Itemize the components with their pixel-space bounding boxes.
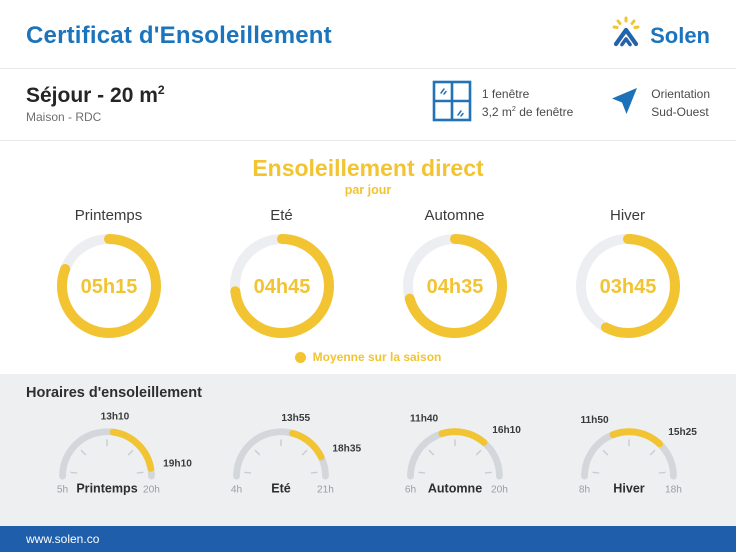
time-gauge-1: 13h10 19h10 5h 20h Printemps bbox=[20, 403, 194, 501]
ring-value: 04h45 bbox=[253, 276, 310, 298]
scale-end-label: 20h bbox=[143, 485, 160, 496]
room-subtitle: Maison - RDC bbox=[26, 110, 102, 124]
scale-end-label: 21h bbox=[317, 485, 334, 496]
sun-hours-title: Horaires d'ensoleillement bbox=[26, 385, 202, 401]
scale-start-label: 6h bbox=[405, 485, 416, 496]
scale-end-label: 18h bbox=[665, 485, 682, 496]
semicircle-gauge: 13h55 18h35 4h 21h Eté bbox=[231, 413, 362, 496]
sun-time-label: 19h10 bbox=[163, 458, 192, 469]
semicircle-gauge: 11h50 15h25 8h 18h Hiver bbox=[579, 415, 697, 496]
room-info-band: Séjour - 20 m2 Maison - RDC 1 bbox=[0, 69, 736, 141]
scale-start-label: 8h bbox=[579, 485, 590, 496]
gauge-season-label: Hiver bbox=[613, 482, 645, 496]
ring-gauge-4: Hiver 03h45 bbox=[541, 207, 714, 342]
ring-gauge-3: Automne 04h35 bbox=[368, 207, 541, 342]
gauge-season-label: Automne bbox=[428, 482, 482, 496]
gauge-season-label: Printemps bbox=[76, 482, 137, 496]
time-gauge-4: 11h50 15h25 8h 18h Hiver bbox=[542, 403, 716, 501]
sun-time-label: 11h50 bbox=[580, 415, 609, 426]
sun-time-label: 13h10 bbox=[101, 412, 130, 423]
time-gauges-row: 13h10 19h10 5h 20h Printemps 13h55 18h35 4h 21h E… bbox=[20, 403, 716, 501]
ring-value: 04h35 bbox=[426, 276, 483, 298]
window-count: 1 fenêtre bbox=[481, 87, 530, 102]
footer-url: www.solen.co bbox=[26, 532, 100, 546]
ring-chart: 03h45 bbox=[575, 234, 680, 338]
solen-house-sun-icon bbox=[609, 16, 643, 55]
ring-arc bbox=[402, 234, 507, 338]
room-info: Séjour - 20 m2 Maison - RDC bbox=[26, 83, 432, 124]
solen-logo: Solen bbox=[609, 16, 710, 55]
season-label: Automne bbox=[424, 207, 485, 224]
ring-gauge-1: Printemps 05h15 bbox=[22, 207, 195, 342]
header: Certificat d'Ensoleillement bbox=[0, 0, 736, 69]
window-info: 1 fenêtre 3,2 m2 de fenêtre bbox=[432, 79, 573, 128]
ring-arc bbox=[56, 234, 161, 338]
ring-value: 05h15 bbox=[80, 276, 137, 298]
direct-sun-subtitle: par jour bbox=[344, 183, 392, 197]
page-title: Certificat d'Ensoleillement bbox=[26, 21, 332, 49]
legend-dot bbox=[294, 351, 306, 363]
direct-sun-section: Ensoleillement direct par jour Printemps… bbox=[0, 141, 736, 374]
sun-time-label: 16h10 bbox=[492, 425, 521, 436]
sun-time-label: 13h55 bbox=[281, 413, 310, 424]
window-info-text: 1 fenêtre 3,2 m2 de fenêtre bbox=[482, 86, 573, 121]
ring-chart: 05h15 bbox=[56, 234, 161, 338]
semicircle-gauge: 11h40 16h10 6h 20h Automne bbox=[405, 414, 521, 496]
orientation-info: Orientation Sud-Ouest bbox=[607, 84, 710, 123]
window-area: 3,2 m2 de fenêtre bbox=[481, 103, 574, 119]
legend: Moyenne sur la saison bbox=[0, 350, 736, 374]
scale-end-label: 20h bbox=[491, 485, 508, 496]
sun-time-label: 11h40 bbox=[410, 414, 439, 425]
legend-label: Moyenne sur la saison bbox=[312, 350, 442, 364]
ring-value: 03h45 bbox=[599, 276, 656, 298]
ring-chart: 04h35 bbox=[402, 234, 507, 338]
orientation-text: Orientation Sud-Ouest bbox=[651, 86, 710, 121]
direct-sun-title: Ensoleillement direct bbox=[252, 155, 484, 181]
sun-time-label: 15h25 bbox=[668, 427, 697, 438]
sun-time-label: 18h35 bbox=[332, 444, 361, 455]
gauge-season-label: Eté bbox=[271, 482, 291, 496]
ring-arc bbox=[575, 234, 680, 338]
season-label: Hiver bbox=[609, 207, 645, 224]
time-gauge-2: 13h55 18h35 4h 21h Eté bbox=[194, 403, 368, 501]
window-icon bbox=[432, 79, 472, 128]
ring-arc bbox=[229, 234, 334, 338]
season-rings-row: Printemps 05h15 Eté 04h45 Automne 04h35 Hiver 0… bbox=[22, 207, 714, 342]
solen-logo-text: Solen bbox=[650, 22, 710, 48]
orientation-value: Sud-Ouest bbox=[651, 104, 709, 119]
semicircle-gauge: 13h10 19h10 5h 20h Printemps bbox=[57, 412, 192, 496]
footer: www.solen.co bbox=[0, 526, 736, 552]
room-title: Séjour - 20 m2 bbox=[26, 83, 165, 107]
ring-chart: 04h45 bbox=[229, 234, 334, 338]
sun-hours-section: Horaires d'ensoleillement 13h10 19h10 5h 20… bbox=[0, 374, 736, 526]
time-gauge-3: 11h40 16h10 6h 20h Automne bbox=[368, 403, 542, 501]
season-label: Eté bbox=[270, 207, 293, 224]
navigation-arrow-icon bbox=[607, 84, 641, 123]
orientation-label: Orientation bbox=[651, 87, 710, 102]
scale-start-label: 4h bbox=[231, 485, 242, 496]
ring-gauge-2: Eté 04h45 bbox=[195, 207, 368, 342]
season-label: Printemps bbox=[74, 207, 143, 224]
scale-start-label: 5h bbox=[57, 485, 68, 496]
